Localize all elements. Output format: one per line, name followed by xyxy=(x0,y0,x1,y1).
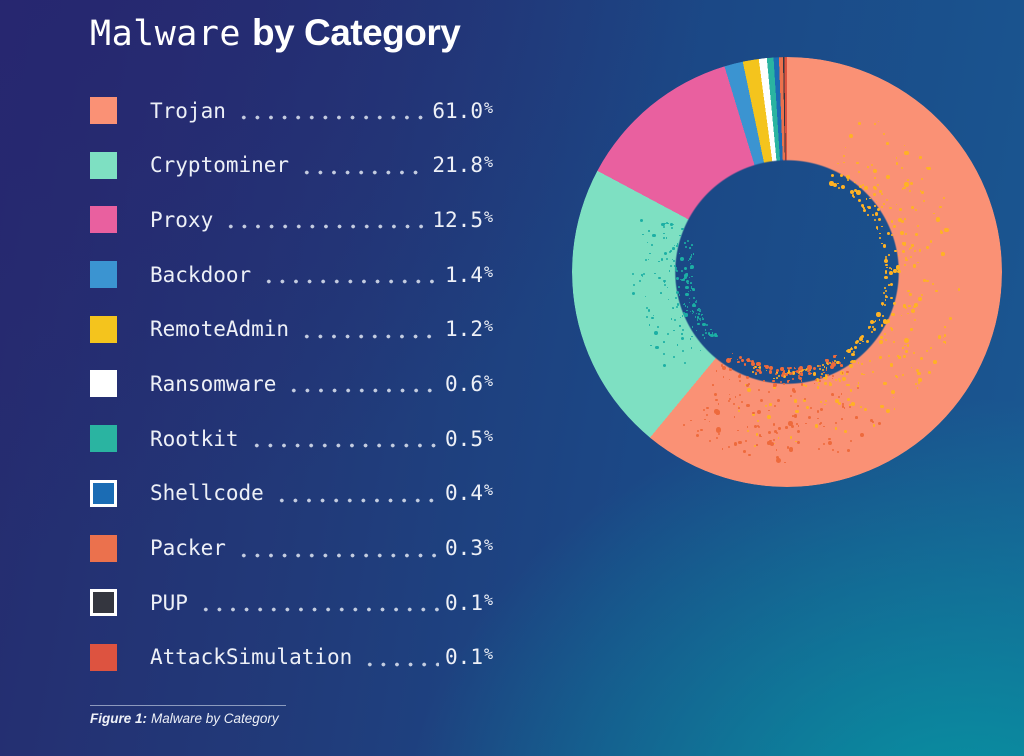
figure-caption-text: Malware by Category xyxy=(151,711,279,726)
legend-value: 1.4% xyxy=(445,262,493,287)
legend-value: 0.6% xyxy=(445,371,493,396)
legend-swatch xyxy=(90,425,117,453)
legend-row: Trojan 61.0% xyxy=(90,97,493,124)
legend-dot-leader xyxy=(285,388,440,394)
legend-swatch xyxy=(90,589,117,617)
legend-dot-leader xyxy=(298,169,427,175)
donut-chart xyxy=(572,57,1002,487)
legend-dot-leader xyxy=(260,279,440,285)
percent-sign: % xyxy=(483,153,493,172)
legend-row: Ransomware 0.6% xyxy=(90,370,493,398)
legend-row: RemoteAdmin 1.2% xyxy=(90,315,493,343)
percent-sign: % xyxy=(483,371,493,390)
legend-label: Backdoor xyxy=(150,262,252,287)
legend-swatch xyxy=(90,479,117,507)
chart-title-bold: by Category xyxy=(252,12,461,53)
legend-label: Shellcode xyxy=(150,481,264,506)
legend-label: RemoteAdmin xyxy=(150,317,290,342)
legend-swatch xyxy=(90,370,117,398)
percent-sign: % xyxy=(483,536,493,554)
legend-value: 0.1% xyxy=(445,645,493,670)
figure-caption: Figure 1: Malware by Category xyxy=(90,705,286,726)
legend-dot-leader xyxy=(247,443,440,449)
legend: Trojan 61.0% Cryptominer 21.8% Proxy 12.… xyxy=(90,97,493,671)
legend-dot-leader xyxy=(234,552,440,558)
legend-dot-leader xyxy=(222,224,427,230)
legend-dot-leader xyxy=(272,497,440,503)
chart-title: Malware by Category xyxy=(90,12,461,54)
legend-swatch xyxy=(90,151,117,179)
legend-swatch xyxy=(90,534,117,562)
percent-sign: % xyxy=(483,590,493,609)
percent-sign: % xyxy=(483,207,493,226)
legend-label: Rootkit xyxy=(150,426,239,451)
percent-sign: % xyxy=(483,98,493,117)
legend-swatch xyxy=(90,643,117,671)
legend-row: Shellcode 0.4% xyxy=(90,479,493,507)
legend-row: Proxy 12.5% xyxy=(90,206,493,234)
legend-row: PUP 0.1% xyxy=(90,589,493,617)
legend-label: Proxy xyxy=(150,207,214,232)
legend-row: Backdoor 1.4% xyxy=(90,261,493,289)
donut-ring xyxy=(572,57,1002,487)
percent-sign: % xyxy=(483,317,493,336)
legend-label: Ransomware xyxy=(150,371,277,396)
legend-value: 0.1% xyxy=(445,590,493,615)
percent-sign: % xyxy=(483,645,493,664)
legend-swatch xyxy=(90,261,117,289)
legend-dot-leader xyxy=(196,607,440,613)
legend-label: Cryptominer xyxy=(150,153,290,178)
percent-sign: % xyxy=(483,262,493,281)
legend-dot-leader xyxy=(361,661,440,667)
legend-label: Packer xyxy=(150,536,226,560)
legend-label: AttackSimulation xyxy=(150,645,353,670)
legend-value: 61.0% xyxy=(432,98,493,123)
legend-value: 0.5% xyxy=(445,426,493,451)
legend-swatch xyxy=(90,315,117,343)
percent-sign: % xyxy=(483,426,493,445)
legend-value: 1.2% xyxy=(445,317,493,342)
percent-sign: % xyxy=(483,481,493,500)
legend-row: Packer 0.3% xyxy=(90,534,493,562)
legend-row: AttackSimulation 0.1% xyxy=(90,643,493,671)
legend-value: 12.5% xyxy=(432,207,493,232)
legend-label: PUP xyxy=(150,590,188,615)
legend-dot-leader xyxy=(298,333,440,339)
legend-value: 0.4% xyxy=(445,481,493,506)
chart-title-mono: Malware xyxy=(90,14,242,54)
legend-swatch xyxy=(90,97,117,124)
legend-row: Rootkit 0.5% xyxy=(90,425,493,453)
legend-value: 0.3% xyxy=(445,536,493,560)
legend-label: Trojan xyxy=(150,98,226,123)
legend-row: Cryptominer 21.8% xyxy=(90,151,493,179)
legend-value: 21.8% xyxy=(432,153,493,178)
figure-caption-label: Figure 1: xyxy=(90,711,148,726)
legend-dot-leader xyxy=(234,115,427,120)
legend-swatch xyxy=(90,206,117,234)
